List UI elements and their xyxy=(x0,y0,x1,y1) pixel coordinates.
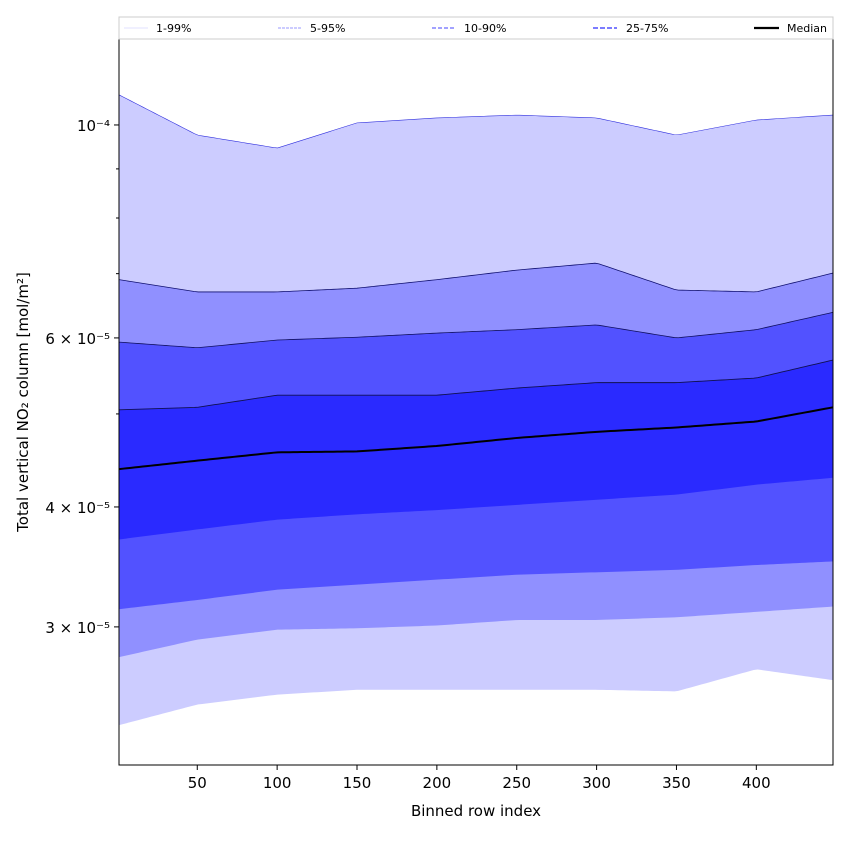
bands-layer xyxy=(119,94,833,726)
legend-label-median: Median xyxy=(787,22,827,35)
line-median xyxy=(118,406,834,471)
x-tick-label: 250 xyxy=(502,774,531,792)
legend-label-5-95: 5-95% xyxy=(310,22,345,35)
line-p95 xyxy=(118,262,834,293)
y-tick-label: 4 × 10⁻⁵ xyxy=(45,499,110,517)
x-tick-label: 200 xyxy=(423,774,452,792)
y-axis: 10⁻⁴ 6 × 10⁻⁵ 4 × 10⁻⁵ 3 × 10⁻⁵ xyxy=(45,117,119,637)
x-tick-label: 50 xyxy=(188,774,207,792)
line-p90 xyxy=(118,311,834,349)
legend-label-10-90: 10-90% xyxy=(464,22,506,35)
legend-box xyxy=(118,16,834,40)
legend: 1-99% 5-95% 10-90% 25-75% Median xyxy=(118,16,834,40)
x-axis-label: Binned row index xyxy=(411,802,541,820)
x-tick-label: 400 xyxy=(742,774,771,792)
x-axis: 50 100 150 200 250 300 350 400 xyxy=(188,765,771,792)
x-tick-label: 350 xyxy=(662,774,691,792)
x-tick-label: 150 xyxy=(343,774,372,792)
y-tick-label: 10⁻⁴ xyxy=(77,117,110,135)
line-p75 xyxy=(118,359,834,411)
line-p99 xyxy=(118,94,834,149)
y-tick-label: 6 × 10⁻⁵ xyxy=(45,330,110,348)
y-axis-label: Total vertical NO₂ column [mol/m²] xyxy=(14,272,32,533)
x-tick-label: 100 xyxy=(263,774,292,792)
legend-label-1-99: 1-99% xyxy=(156,22,191,35)
band-25-75 xyxy=(119,360,833,540)
x-tick-label: 300 xyxy=(582,774,611,792)
y-tick-label: 3 × 10⁻⁵ xyxy=(45,619,110,637)
legend-label-25-75: 25-75% xyxy=(626,22,668,35)
lines-layer xyxy=(118,94,834,471)
